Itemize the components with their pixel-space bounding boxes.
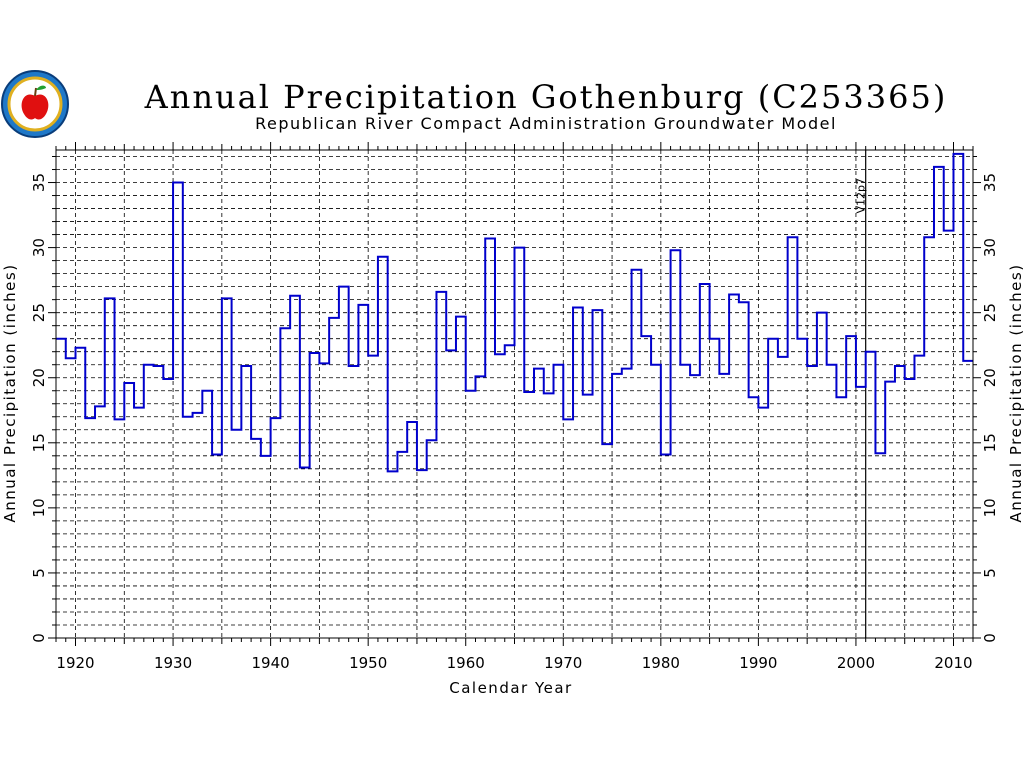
y-tick-label-left: 0	[30, 633, 48, 643]
x-tick-label: 1950	[349, 654, 387, 672]
precipitation-series	[56, 152, 973, 473]
y-tick-label-left: 30	[30, 238, 48, 257]
y-axis-label-left: Annual Precipitation (inches)	[1, 263, 19, 522]
y-tick-label-right: 10	[981, 498, 999, 517]
x-tick-label: 1980	[642, 654, 680, 672]
y-tick-label-right: 20	[981, 368, 999, 387]
x-tick-label: 2010	[934, 654, 972, 672]
y-tick-label-left: 15	[30, 433, 48, 452]
x-tick-label: 2000	[837, 654, 875, 672]
version-marker-label: V12p7	[855, 178, 868, 214]
apple-emblem-icon	[1, 70, 69, 138]
x-tick-label: 1970	[544, 654, 582, 672]
y-axis-label-right: Annual Precipitation (inches)	[1007, 263, 1024, 522]
version-marker: V12p7	[855, 150, 868, 638]
chart-title: Annual Precipitation Gothenburg (C253365…	[144, 78, 948, 116]
y-tick-label-right: 25	[981, 303, 999, 322]
series-line	[56, 152, 973, 473]
chart-subtitle: Republican River Compact Administration …	[255, 114, 837, 133]
y-tick-label-left: 35	[30, 173, 48, 192]
y-tick-label-left: 10	[30, 498, 48, 517]
x-tick-label: 1960	[447, 654, 485, 672]
y-tick-label-right: 5	[981, 568, 999, 578]
y-tick-label-left: 5	[30, 568, 48, 578]
x-tick-label: 1930	[154, 654, 192, 672]
x-tick-label: 1920	[56, 654, 94, 672]
axis-ticks: 0 0 5 5 10 10 15 15 20 20 25 25 30 30 35 35 1920 1930 1940…	[30, 142, 999, 672]
x-tick-label: 1990	[739, 654, 777, 672]
y-tick-label-left: 20	[30, 368, 48, 387]
y-tick-label-right: 15	[981, 433, 999, 452]
y-tick-label-right: 0	[981, 633, 999, 643]
y-tick-label-right: 30	[981, 238, 999, 257]
y-tick-label-left: 25	[30, 303, 48, 322]
x-axis-label: Calendar Year	[449, 679, 572, 697]
x-tick-label: 1940	[252, 654, 290, 672]
y-tick-label-right: 35	[981, 173, 999, 192]
